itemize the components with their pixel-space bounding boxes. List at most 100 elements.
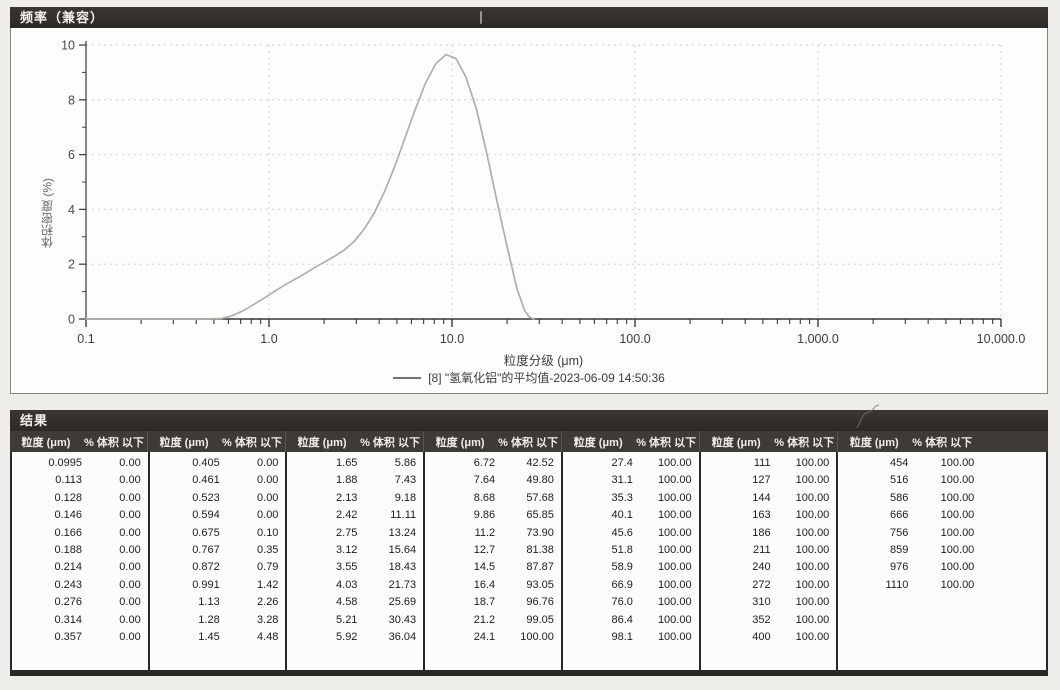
y-axis-label: 体积密度 (%) xyxy=(40,178,55,248)
table-row: 21.2 99.05 xyxy=(425,612,561,629)
table-row: 0.405 0.00 xyxy=(150,455,286,472)
volume-below-value: 0.00 xyxy=(257,509,279,522)
volume-below-value: 0.00 xyxy=(257,474,279,487)
table-row: 45.6 100.00 xyxy=(563,525,699,542)
size-value: 98.1 xyxy=(611,630,633,643)
volume-below-value: 100.00 xyxy=(795,526,830,539)
volume-below-value: 100.00 xyxy=(795,491,830,504)
volume-column-header: % 体积 以下 xyxy=(84,436,144,449)
table-row: 0.128 0.00 xyxy=(12,490,148,507)
y-tick-label: 10 xyxy=(61,39,75,53)
volume-below-value: 0.00 xyxy=(257,491,279,504)
volume-below-value: 49.80 xyxy=(526,474,554,487)
table-row: 31.1 100.00 xyxy=(563,472,699,489)
table-row: 976 100.00 xyxy=(838,559,1046,576)
table-row: 0.872 0.79 xyxy=(150,559,286,576)
size-value: 0.243 xyxy=(54,578,82,591)
results-data-group: 111 100.00 127 100.00 144 100.00 163 100.00 186 1… xyxy=(701,452,839,670)
size-value: 1110 xyxy=(885,578,909,591)
volume-below-value: 100.00 xyxy=(795,543,830,556)
size-value: 859 xyxy=(889,543,909,556)
x-tick-label: 10.0 xyxy=(440,332,464,344)
volume-below-value: 100.00 xyxy=(657,561,692,574)
size-value: 272 xyxy=(752,578,771,591)
volume-below-value: 100.00 xyxy=(657,526,692,539)
table-row: 454 100.00 xyxy=(838,455,1046,472)
results-data-group: 454 100.00 516 100.00 586 100.00 666 100.00 756 1… xyxy=(838,452,1046,670)
legend-line-swatch xyxy=(393,376,422,379)
table-row: 5.21 30.43 xyxy=(287,612,423,629)
table-row: 18.7 96.76 xyxy=(425,594,561,611)
y-tick-label: 0 xyxy=(68,313,75,327)
size-value: 31.1 xyxy=(611,474,633,487)
chart-title: 频率（兼容） xyxy=(20,10,105,25)
table-row: 3.12 15.64 xyxy=(287,542,423,559)
volume-below-value: 25.69 xyxy=(388,596,417,609)
y-tick-label: 6 xyxy=(68,148,75,162)
size-value: 0.188 xyxy=(54,543,82,556)
volume-below-value: 36.04 xyxy=(388,630,417,643)
table-row: 2.42 11.11 xyxy=(287,507,423,524)
size-value: 40.1 xyxy=(611,509,633,522)
volume-below-value: 100.00 xyxy=(940,561,975,574)
table-row: 756 100.00 xyxy=(838,525,1046,542)
size-value: 5.21 xyxy=(336,613,358,626)
results-title-bar: 结果 xyxy=(10,404,1048,431)
size-value: 76.0 xyxy=(611,596,633,609)
table-row: 0.146 0.00 xyxy=(12,507,148,524)
volume-below-value: 3.28 xyxy=(257,613,279,626)
volume-below-value: 9.18 xyxy=(394,491,417,504)
size-value: 400 xyxy=(752,630,771,643)
table-row: 16.4 93.05 xyxy=(425,577,561,594)
size-value: 2.13 xyxy=(336,491,358,504)
table-row: 1.65 5.86 xyxy=(287,455,423,472)
size-column-header: 粒度 (μm) xyxy=(435,436,485,449)
volume-below-value: 0.00 xyxy=(119,474,141,487)
table-row: 27.4 100.00 xyxy=(563,455,699,472)
size-column-header: 粒度 (μm) xyxy=(711,436,761,449)
volume-below-value: 100.00 xyxy=(657,613,692,626)
table-row: 0.166 0.00 xyxy=(12,525,148,542)
table-row: 4.03 21.73 xyxy=(287,577,423,594)
size-value: 0.405 xyxy=(192,457,220,469)
table-row: 0.991 1.42 xyxy=(150,577,286,594)
table-row: 5.92 36.04 xyxy=(287,629,423,646)
volume-below-value: 57.68 xyxy=(526,491,554,504)
size-value: 6.72 xyxy=(473,457,496,469)
table-row: 11.2 73.90 xyxy=(425,525,561,542)
x-axis-label: 粒度分级 (μm) xyxy=(503,354,584,368)
volume-below-value: 100.00 xyxy=(940,491,975,504)
volume-below-value: 100.00 xyxy=(940,474,975,487)
size-value: 35.3 xyxy=(611,491,633,504)
volume-column-header: % 体积 以下 xyxy=(498,436,559,449)
table-row: 0.214 0.00 xyxy=(12,559,148,576)
table-row: 0.243 0.00 xyxy=(12,577,148,594)
volume-below-value: 0.00 xyxy=(119,630,141,643)
table-row: 0.767 0.35 xyxy=(150,542,286,559)
volume-below-value: 100.00 xyxy=(657,491,692,504)
size-column-header: 粒度 (μm) xyxy=(21,436,71,449)
volume-below-value: 65.85 xyxy=(526,509,554,522)
results-header-group: 粒度 (μm) % 体积 以下 xyxy=(286,431,425,452)
size-value: 144 xyxy=(752,491,771,504)
size-value: 0.991 xyxy=(192,578,220,591)
table-row: 86.4 100.00 xyxy=(563,612,699,629)
table-row: 240 100.00 xyxy=(701,559,837,576)
x-tick-label: 10,000.0 xyxy=(977,332,1026,344)
size-value: 516 xyxy=(889,474,909,487)
results-header-group: 粒度 (μm) % 体积 以下 xyxy=(10,431,149,452)
size-value: 45.6 xyxy=(611,526,633,539)
table-row: 40.1 100.00 xyxy=(563,507,699,524)
size-value: 0.675 xyxy=(192,526,220,539)
size-value: 0.214 xyxy=(54,561,82,574)
size-value: 12.7 xyxy=(473,543,496,556)
distribution-curve xyxy=(85,53,535,320)
table-row: 66.9 100.00 xyxy=(563,577,699,594)
size-value: 111 xyxy=(753,457,771,469)
x-tick-label: 1,000.0 xyxy=(797,332,839,344)
volume-below-value: 100.00 xyxy=(795,474,830,487)
volume-below-value: 7.43 xyxy=(394,474,417,487)
table-row: 1110 100.00 xyxy=(838,577,1046,594)
volume-below-value: 100.00 xyxy=(940,509,975,522)
